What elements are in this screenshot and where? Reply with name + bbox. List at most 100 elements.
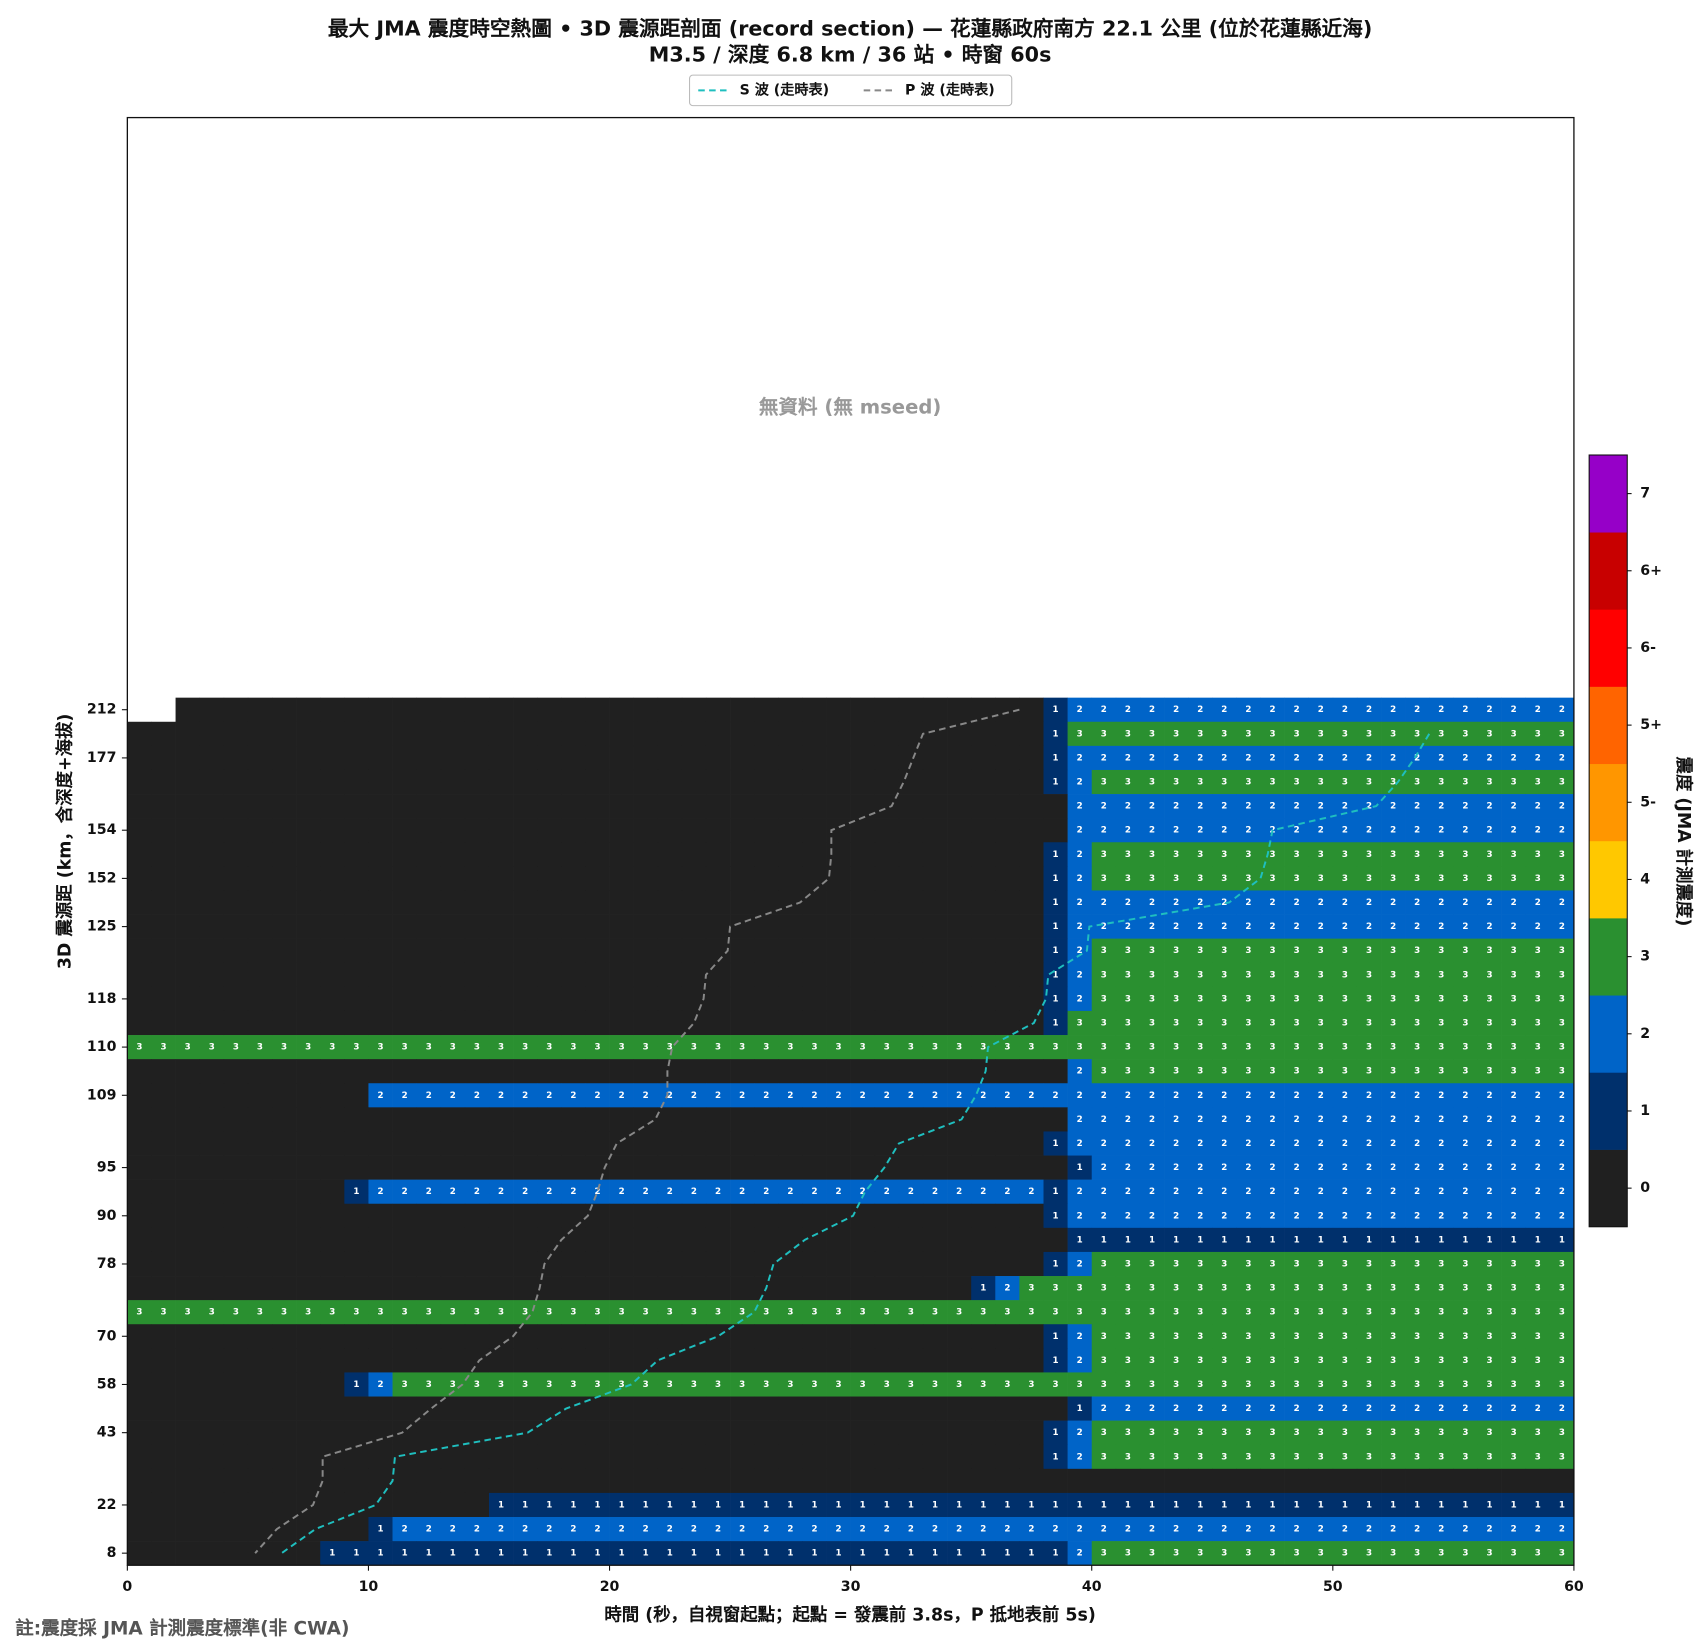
cell-label: 2 (1366, 802, 1372, 812)
x-tick-label: 40 (1082, 1579, 1102, 1595)
cell-label: 2 (1004, 1525, 1010, 1535)
cell-label: 2 (1197, 753, 1203, 763)
cell (1453, 1300, 1478, 1325)
cell (1067, 1107, 1093, 1132)
cell (272, 1227, 297, 1253)
cell (464, 938, 490, 964)
cell-label: 3 (1245, 729, 1251, 739)
cell (947, 890, 972, 915)
cell-label: 3 (1559, 1380, 1565, 1390)
cell (272, 1010, 297, 1036)
cell (368, 1155, 393, 1180)
cell (464, 1492, 490, 1518)
cell-label: 2 (1077, 778, 1083, 788)
cell (754, 745, 779, 771)
cell (705, 962, 731, 988)
cell (1332, 914, 1358, 939)
cell (175, 1010, 201, 1036)
cell (850, 1155, 876, 1180)
cell (561, 1468, 586, 1494)
cell (1115, 794, 1141, 819)
cell-label: 3 (643, 1308, 649, 1318)
cell-label: 2 (402, 1525, 408, 1535)
cell (1429, 1131, 1454, 1156)
cell (1308, 890, 1334, 915)
cell (1308, 1276, 1334, 1301)
cell (1356, 1444, 1382, 1470)
cell (272, 721, 297, 747)
cell-label: 3 (377, 1308, 383, 1318)
cell-label: 3 (1535, 1380, 1541, 1390)
cell-label: 1 (1197, 1235, 1203, 1245)
cell (368, 938, 393, 964)
cell-label: 2 (474, 1525, 480, 1535)
cell (1405, 1179, 1430, 1205)
cell (585, 866, 610, 891)
cell (392, 794, 417, 819)
cell-label: 1 (353, 1380, 359, 1390)
cell (1405, 1035, 1430, 1060)
cell (151, 818, 176, 843)
cell (585, 1227, 610, 1253)
cell-label: 1 (329, 1549, 335, 1559)
cell (513, 1492, 538, 1518)
colorbar-tick-label: 2 (1640, 1026, 1650, 1042)
cell (609, 1396, 634, 1421)
cell (416, 1348, 442, 1373)
cell (754, 1372, 779, 1397)
cell (199, 1324, 225, 1349)
cell (585, 1203, 610, 1229)
cell-label: 3 (1487, 1356, 1493, 1366)
cell-label: 2 (594, 1187, 600, 1197)
cell (705, 1372, 731, 1397)
cell (633, 842, 659, 867)
cell (633, 1348, 659, 1373)
cell (1115, 721, 1141, 747)
cell (850, 1444, 876, 1470)
cell (296, 1300, 321, 1325)
cell-label: 3 (1559, 1356, 1565, 1366)
cell (1164, 1444, 1189, 1470)
cell-label: 3 (1270, 1549, 1276, 1559)
cell (995, 986, 1020, 1012)
cell (850, 1035, 876, 1060)
cell-label: 2 (1077, 946, 1083, 956)
cell (151, 1251, 176, 1277)
cell (537, 697, 562, 723)
cell (1429, 1179, 1454, 1205)
cell (850, 818, 876, 843)
cell-label: 2 (1270, 898, 1276, 908)
cell (1164, 1348, 1189, 1373)
cell-label: 1 (1028, 1549, 1034, 1559)
cell-label: 1 (1294, 1500, 1300, 1510)
cell (199, 745, 225, 771)
cell (898, 769, 924, 795)
cell-label: 2 (1487, 753, 1493, 763)
cell (1332, 986, 1358, 1012)
cell-label: 2 (884, 1187, 890, 1197)
cell-label: 3 (1245, 1018, 1251, 1028)
cell-label: 2 (1245, 753, 1251, 763)
cell-label: 3 (1438, 1452, 1444, 1462)
cell (513, 1131, 538, 1156)
cell-label: 3 (1197, 1549, 1203, 1559)
cell (320, 769, 345, 795)
cell (1453, 794, 1478, 819)
cell (1115, 769, 1141, 795)
cell-label: 2 (1390, 1187, 1396, 1197)
cell (464, 745, 490, 771)
cell (464, 1227, 490, 1253)
cell (127, 1372, 152, 1397)
cell (1477, 1155, 1502, 1180)
cell-label: 3 (1390, 1308, 1396, 1318)
cell-label: 3 (1318, 1332, 1324, 1342)
cell (537, 745, 562, 771)
cell (1139, 1444, 1165, 1470)
cell-label: 3 (1342, 946, 1348, 956)
cell (1477, 1131, 1502, 1156)
cell (368, 818, 393, 843)
cell (1356, 1300, 1382, 1325)
cell (1405, 769, 1430, 795)
cell (1549, 745, 1575, 771)
cell (416, 1251, 442, 1277)
